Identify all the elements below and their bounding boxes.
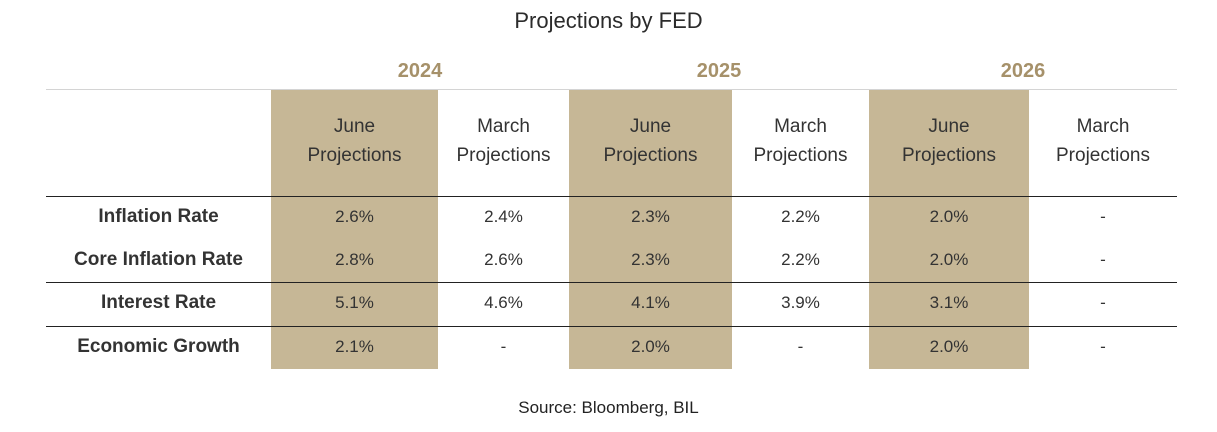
row-label: Core Inflation Rate (74, 249, 243, 270)
column-header-line2: Projections (902, 145, 996, 166)
table-cell: 2.0% (929, 207, 969, 226)
table-cell: 3.9% (781, 293, 820, 312)
column-header: June Projections (569, 112, 732, 182)
chart-title: Projections by FED (514, 8, 703, 33)
table-cell: - (500, 337, 507, 356)
year-header-2024: 2024 (397, 60, 443, 82)
column-header-line1: March (1076, 116, 1130, 137)
table-cell: - (1100, 207, 1106, 226)
column-header-line1: March (774, 116, 827, 137)
row-divider (46, 326, 1177, 327)
table-cell: 2.2% (781, 250, 820, 269)
column-header-line2: Projections (307, 145, 402, 166)
table-cell: 2.0% (929, 337, 969, 356)
table-cell: 2.6% (484, 250, 523, 269)
column-header: June Projections (271, 112, 438, 182)
table-cell: - (1100, 250, 1106, 269)
column-header: March Projections (1029, 112, 1177, 182)
table-cell: 2.4% (484, 207, 523, 226)
table-cell: 4.1% (631, 293, 670, 312)
row-label: Inflation Rate (98, 206, 219, 227)
table-cell: 2.8% (335, 250, 374, 269)
table-cell: - (1100, 337, 1106, 356)
column-header-line2: Projections (456, 145, 551, 166)
table-cell: 2.0% (631, 337, 670, 356)
table-cell: 2.3% (631, 250, 670, 269)
column-header-line2: Projections (1056, 145, 1150, 166)
table-cell: - (1100, 293, 1106, 312)
table-cell: 2.2% (781, 207, 820, 226)
row-label: Economic Growth (77, 336, 240, 357)
column-header: June Projections (869, 112, 1029, 182)
highlight-column-2024 (271, 90, 438, 369)
table-cell: - (797, 337, 804, 356)
row-divider (46, 196, 1177, 197)
column-header-line1: June (333, 116, 376, 137)
row-divider (46, 282, 1177, 283)
table-cell: 2.6% (335, 207, 374, 226)
column-header-line1: June (928, 116, 970, 137)
column-header-line2: Projections (603, 145, 698, 166)
table-cell: 2.0% (929, 250, 969, 269)
row-label: Interest Rate (100, 292, 217, 313)
table-cell: 2.1% (335, 337, 374, 356)
column-header: March Projections (732, 112, 869, 182)
table-cell: 4.6% (484, 293, 523, 312)
column-header-line1: June (629, 116, 672, 137)
year-header-2025: 2025 (696, 60, 742, 82)
column-header-line2: Projections (753, 145, 848, 166)
table-cell: 2.3% (631, 207, 670, 226)
header-divider (46, 89, 1177, 90)
highlight-column-2026 (869, 90, 1029, 369)
source-note: Source: Bloomberg, BIL (518, 398, 699, 417)
highlight-column-2025 (569, 90, 732, 369)
table-cell: 3.1% (929, 293, 969, 312)
column-header: March Projections (438, 112, 569, 182)
table-cell: 5.1% (335, 293, 374, 312)
column-header-line1: March (477, 116, 530, 137)
year-header-2026: 2026 (1000, 60, 1046, 82)
